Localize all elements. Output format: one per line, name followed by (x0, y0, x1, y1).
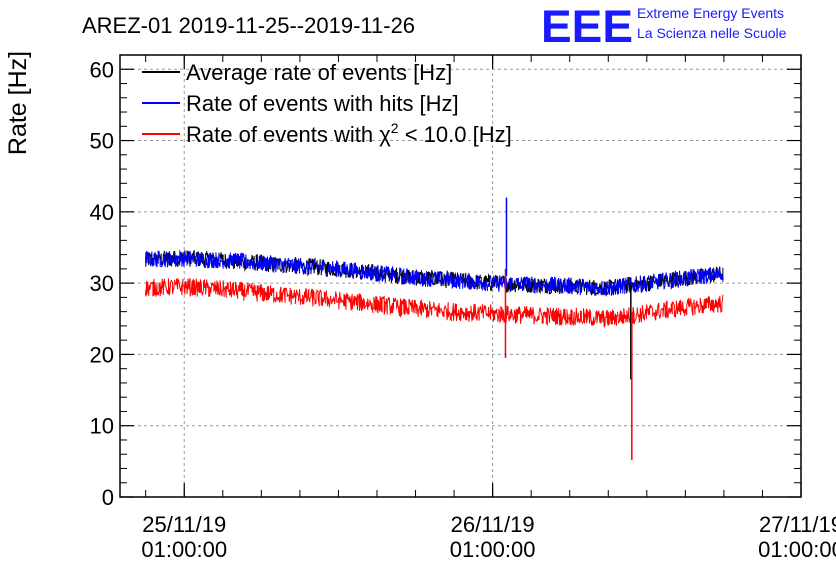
legend-chi2-symbol: χ (379, 122, 391, 147)
series-hits-line (145, 249, 724, 296)
y-tick-label: 20 (90, 342, 114, 367)
y-tick-label: 30 (90, 271, 114, 296)
legend-chi2-sup: 2 (391, 120, 399, 136)
series-chi2-line (145, 278, 724, 328)
legend-chi2-suffix: < 10.0 [Hz] (399, 122, 512, 147)
x-tick-date-label: 26/11/19 (451, 512, 535, 537)
y-axis-label: Rate [Hz] (4, 51, 32, 155)
y-tick-label: 60 (90, 57, 114, 82)
legend: Average rate of events [Hz] Rate of even… (142, 60, 512, 147)
legend-label-chi2: Rate of events with χ2 < 10.0 [Hz] (186, 120, 512, 147)
y-tick-label: 50 (90, 129, 114, 154)
chart-title: AREZ-01 2019-11-25--2019-11-26 (82, 13, 415, 38)
y-tick-label: 0 (102, 485, 114, 510)
series-layer (145, 197, 724, 460)
x-tick-time-label: 01:00:00 (450, 537, 536, 562)
legend-label-average: Average rate of events [Hz] (186, 60, 452, 85)
logo-line-1: Extreme Energy Events (637, 5, 784, 21)
eee-logo: EEE (541, 1, 633, 52)
axes: 010203040506025/11/1901:00:0026/11/1901:… (90, 54, 836, 562)
x-tick-date-label: 25/11/19 (142, 512, 226, 537)
logo-line-2: La Scienza nelle Scuole (637, 25, 787, 41)
legend-label-hits: Rate of events with hits [Hz] (186, 91, 459, 116)
legend-chi2-prefix: Rate of events with (186, 122, 379, 147)
y-tick-label: 40 (90, 200, 114, 225)
x-tick-date-label: 27/11/19 (759, 512, 836, 537)
x-tick-time-label: 01:00:00 (141, 537, 227, 562)
y-tick-label: 10 (90, 414, 114, 439)
x-tick-time-label: 01:00:00 (758, 537, 836, 562)
plot-frame (119, 54, 802, 498)
